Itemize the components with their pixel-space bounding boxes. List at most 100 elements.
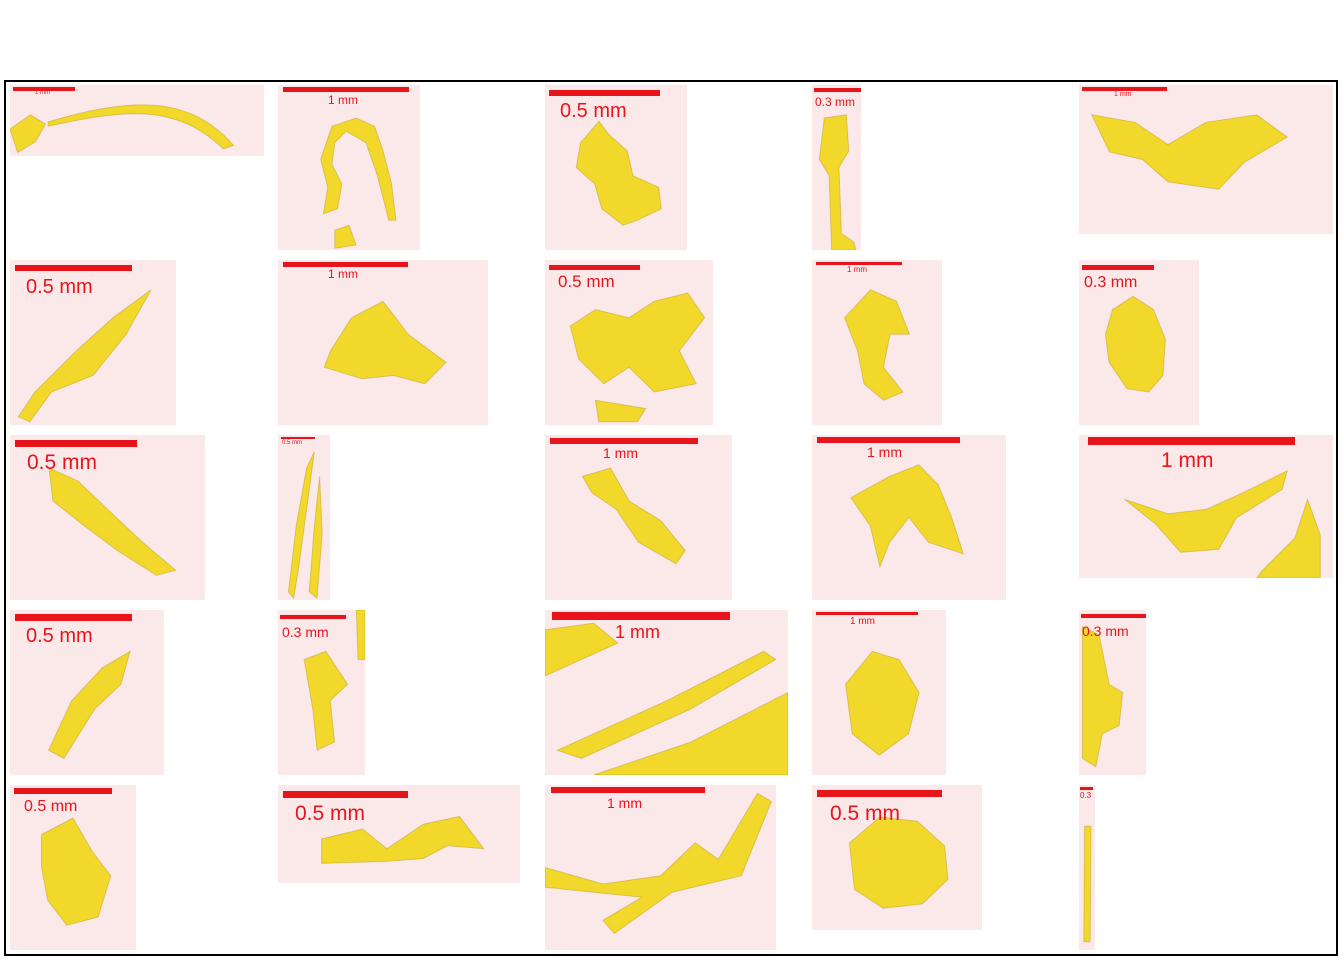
- particle-shape: [818, 114, 857, 250]
- particle-image: [1079, 785, 1095, 950]
- scale-bar: [549, 90, 660, 96]
- scale-bar-label: 0.5 mm: [295, 802, 366, 825]
- scale-bar: [283, 791, 408, 798]
- scale-bar: [15, 265, 132, 271]
- scale-bar: [817, 437, 960, 443]
- particle-panel: 0.3 mm: [278, 610, 365, 775]
- scale-bar: [552, 612, 730, 620]
- particle-image: [812, 85, 861, 250]
- particle-shape: [593, 691, 788, 775]
- scale-bar: [549, 265, 640, 270]
- particle-shape: [569, 292, 706, 393]
- particle-shape: [545, 792, 773, 935]
- scale-bar: [13, 87, 75, 91]
- particle-shape: [850, 464, 965, 569]
- scale-bar: [1088, 437, 1295, 445]
- particle-panel: 0.5 mm: [278, 785, 520, 883]
- scale-bar: [1082, 87, 1167, 91]
- scale-bar-label: 1 mm: [328, 267, 358, 281]
- particle-shape: [1104, 295, 1166, 393]
- particle-shape: [48, 467, 177, 576]
- particle-image: [1079, 85, 1333, 234]
- particle-image: [545, 785, 776, 950]
- particle-shape: [323, 300, 447, 385]
- scale-bar-label: 0.3 mm: [1084, 274, 1138, 291]
- particle-panel: 0.5 mm: [278, 435, 330, 600]
- scale-bar: [15, 440, 137, 447]
- particle-panel: 1 mm: [10, 85, 264, 156]
- particle-shape: [575, 120, 662, 226]
- particle-shape: [1124, 469, 1289, 553]
- particle-image: [10, 610, 164, 775]
- scale-bar-label: 0.3 mm: [1082, 623, 1129, 639]
- particle-shape: [308, 476, 323, 600]
- particle-shape: [555, 650, 777, 760]
- particle-image: [1079, 610, 1146, 775]
- particle-shape: [320, 117, 397, 221]
- micrograph-background: [278, 785, 520, 883]
- particle-shape: [17, 289, 152, 423]
- scale-bar: [280, 615, 346, 619]
- particle-shape: [334, 224, 357, 249]
- particle-image: [278, 85, 420, 250]
- particle-image: [278, 260, 488, 425]
- particle-image: [1079, 260, 1199, 425]
- particle-image: [545, 85, 687, 250]
- scale-bar: [14, 788, 112, 794]
- particle-shape: [843, 289, 911, 401]
- particle-shape: [594, 399, 647, 423]
- scale-bar: [1081, 614, 1146, 618]
- particle-image: [545, 435, 732, 600]
- scale-bar: [283, 87, 409, 92]
- scale-bar-label: 1 mm: [850, 616, 875, 627]
- scale-bar-label: 1 mm: [35, 90, 50, 96]
- particle-image: [812, 610, 946, 775]
- scale-bar: [283, 262, 408, 267]
- particle-shape: [47, 650, 131, 760]
- scale-bar: [1080, 787, 1093, 790]
- scale-bar: [814, 88, 861, 92]
- particle-panel: 0.5 mm: [10, 785, 136, 950]
- particle-shape: [41, 817, 112, 926]
- scale-bar-label: 1 mm: [847, 265, 867, 274]
- micrograph-background: [278, 85, 420, 250]
- particle-shape: [1081, 625, 1124, 768]
- scale-bar: [1082, 265, 1154, 270]
- particle-image: [278, 610, 365, 775]
- scale-bar-label: 1 mm: [607, 795, 642, 811]
- particle-image: [812, 785, 982, 930]
- particle-panel: 1 mm: [545, 610, 788, 775]
- scale-bar-label: 1 mm: [328, 93, 358, 107]
- scale-bar-label: 0.5 mm: [26, 276, 93, 298]
- particle-panel: 1 mm: [812, 435, 1006, 600]
- particle-panel: 0.5 mm: [812, 785, 982, 930]
- particle-image: [278, 785, 520, 883]
- particle-panel: 1 mm: [812, 260, 942, 425]
- particle-shape: [47, 104, 235, 150]
- particle-panel: 0.5 mm: [10, 610, 164, 775]
- scale-bar: [816, 612, 918, 615]
- particle-shape: [10, 114, 47, 154]
- particle-panel: 0.5 mm: [10, 435, 205, 600]
- scale-bar-label: 1 mm: [603, 445, 638, 461]
- particle-panel: 0.3: [1079, 785, 1095, 950]
- particle-shape: [1083, 825, 1092, 943]
- particle-panel: 0.3 mm: [812, 85, 861, 250]
- scale-bar: [551, 787, 705, 793]
- particle-panel: 1 mm: [1079, 435, 1333, 578]
- scale-bar-label: 0.5 mm: [27, 451, 98, 474]
- scale-bar-label: 0.3: [1080, 791, 1092, 800]
- scale-bar-label: 0.5 mm: [560, 100, 627, 122]
- particle-shape: [581, 467, 686, 565]
- scale-bar-label: 1 mm: [1161, 449, 1214, 472]
- particle-shape: [844, 650, 920, 756]
- scale-bar: [281, 437, 315, 439]
- particle-image: [278, 435, 330, 600]
- scale-bar-label: 0.5 mm: [282, 440, 303, 446]
- particle-image: [812, 260, 942, 425]
- particle-panel: 0.5 mm: [545, 260, 713, 425]
- particle-shape: [1256, 497, 1321, 578]
- particle-panel: 1 mm: [812, 610, 946, 775]
- scale-bar: [550, 438, 698, 444]
- scale-bar-label: 0.5 mm: [24, 798, 78, 815]
